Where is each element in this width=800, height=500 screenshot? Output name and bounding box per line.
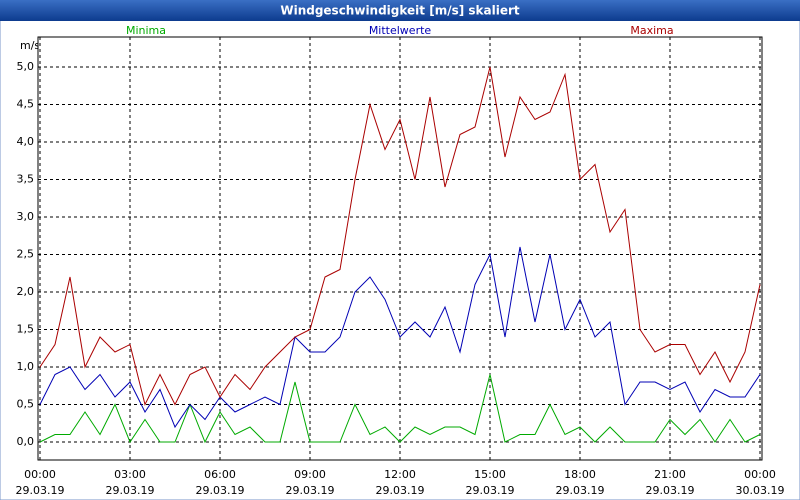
x-tick-label: 03:00 [114, 468, 146, 481]
y-tick-label: 0,5 [17, 398, 35, 411]
x-tick-label: 12:00 [384, 468, 416, 481]
y-tick-label: 0,0 [17, 435, 35, 448]
x-tick-label: 00:00 [744, 468, 776, 481]
series-line [39, 66, 761, 406]
legend-label: Mittelwerte [369, 24, 432, 37]
x-tick-label: 06:00 [204, 468, 236, 481]
x-tick-label: 15:00 [474, 468, 506, 481]
x-tick-date: 29.03.19 [286, 484, 335, 497]
legend-label: Maxima [630, 24, 673, 37]
x-tick-date: 29.03.19 [106, 484, 155, 497]
y-tick-label: 3,5 [17, 173, 35, 186]
y-tick-label: 2,5 [17, 248, 35, 261]
legend-label: Minima [126, 24, 166, 37]
y-unit: m/s [20, 39, 40, 52]
x-tick-label: 18:00 [564, 468, 596, 481]
x-tick-label: 00:00 [24, 468, 56, 481]
series-line [39, 246, 761, 429]
x-tick-date: 29.03.19 [466, 484, 515, 497]
series-line [39, 374, 761, 444]
x-tick-label: 09:00 [294, 468, 326, 481]
y-tick-label: 4,0 [17, 135, 35, 148]
y-tick-label: 1,0 [17, 360, 35, 373]
y-tick-label: 5,0 [17, 60, 35, 73]
x-tick-date: 30.03.19 [736, 484, 785, 497]
y-tick-label: 2,0 [17, 285, 35, 298]
y-tick-label: 1,5 [17, 323, 35, 336]
title-bar [0, 0, 800, 21]
x-tick-date: 29.03.19 [196, 484, 245, 497]
x-tick-label: 21:00 [654, 468, 686, 481]
x-tick-date: 29.03.19 [16, 484, 65, 497]
y-tick-label: 4,5 [17, 98, 35, 111]
x-tick-date: 29.03.19 [376, 484, 425, 497]
chart-title: Windgeschwindigkeit [m/s] skaliert [280, 4, 520, 18]
x-tick-date: 29.03.19 [556, 484, 605, 497]
y-tick-label: 3,0 [17, 210, 35, 223]
x-tick-date: 29.03.19 [646, 484, 695, 497]
